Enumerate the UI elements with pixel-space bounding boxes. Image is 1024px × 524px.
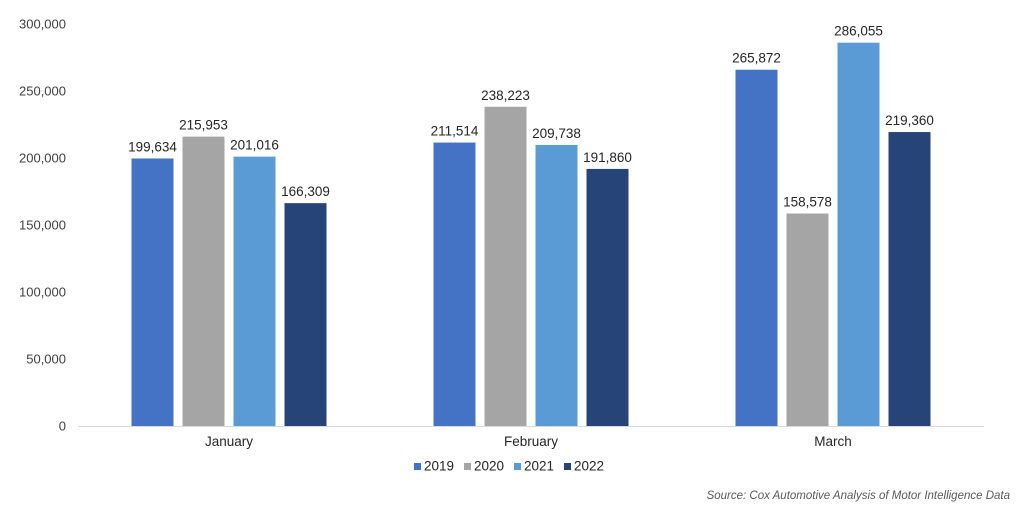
data-label: 191,860 (583, 150, 632, 165)
bar-2020-march (786, 213, 829, 426)
data-label: 166,309 (281, 184, 330, 199)
x-category-label: March (814, 434, 852, 449)
bar-2019-february (433, 142, 476, 427)
y-tick-label: 50,000 (26, 352, 66, 367)
bar-2022-january (284, 203, 327, 426)
data-label: 238,223 (481, 88, 530, 103)
y-tick-label: 300,000 (19, 17, 66, 32)
x-category-label: February (504, 434, 558, 449)
bar-2021-january (233, 156, 276, 427)
data-label: 286,055 (834, 24, 883, 39)
legend-swatch-2019 (414, 463, 421, 470)
legend-label-2021: 2021 (524, 459, 554, 474)
legend-label-2020: 2020 (474, 459, 504, 474)
bar-2019-march (735, 69, 778, 427)
x-category-label: January (205, 434, 253, 449)
bar-2020-february (484, 106, 527, 426)
legend-swatch-2021 (514, 463, 521, 470)
y-tick-label: 100,000 (19, 285, 66, 300)
data-label: 211,514 (431, 124, 479, 139)
y-tick-label: 0 (59, 419, 66, 434)
data-label: 158,578 (783, 195, 832, 210)
bar-2022-march (888, 132, 931, 426)
y-tick-label: 150,000 (19, 218, 66, 233)
source-note: Source: Cox Automotive Analysis of Motor… (706, 490, 1010, 502)
data-label: 265,872 (732, 51, 781, 66)
legend-swatch-2020 (464, 463, 471, 470)
data-label: 219,360 (885, 113, 934, 128)
bar-2021-february (535, 144, 578, 426)
bar-2020-january (182, 136, 225, 426)
y-tick-label: 250,000 (19, 84, 66, 99)
y-tick-label: 200,000 (19, 151, 66, 166)
legend-swatch-2022 (564, 463, 571, 470)
data-label: 209,738 (532, 126, 581, 141)
bar-2022-february (586, 168, 629, 426)
legend-label-2019: 2019 (424, 459, 454, 474)
bar-2021-march (837, 42, 880, 426)
bar-2019-january (131, 158, 174, 427)
data-label: 199,634 (128, 139, 177, 154)
data-label: 201,016 (230, 138, 279, 153)
data-label: 215,953 (179, 118, 228, 133)
legend-label-2022: 2022 (574, 459, 604, 474)
